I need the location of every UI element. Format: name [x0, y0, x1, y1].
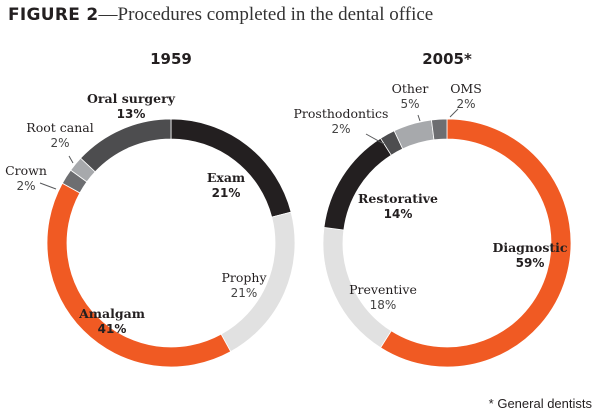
leader-line-oms	[449, 108, 459, 118]
slice-label-oms: OMS	[450, 81, 482, 96]
slice-restorative	[323, 137, 392, 231]
leader-line-crown	[39, 182, 57, 190]
slice-value-root-canal: 2%	[50, 136, 69, 150]
footnote: * General dentists	[488, 396, 592, 411]
leader-line-prosthodontics	[365, 133, 385, 145]
slice-value-restorative: 14%	[384, 207, 413, 221]
slice-label-oral-surgery: Oral surgery	[87, 91, 176, 106]
slice-value-prosthodontics: 2%	[331, 122, 350, 136]
slice-value-other: 5%	[400, 97, 419, 111]
slice-label-root-canal: Root canal	[26, 120, 93, 135]
leader-line-other	[417, 114, 421, 122]
slice-amalgam	[46, 182, 232, 368]
figure-number: FIGURE 2	[8, 5, 99, 25]
slice-diagnostic	[380, 118, 572, 368]
chart-year-title: 1959	[150, 50, 192, 68]
slice-label-prosthodontics: Prosthodontics	[294, 106, 389, 121]
leader-line-root-canal	[68, 155, 74, 164]
slice-label-preventive: Preventive	[349, 282, 417, 297]
slice-value-preventive: 18%	[370, 298, 397, 312]
slice-oms	[431, 118, 448, 141]
slice-value-diagnostic: 59%	[516, 256, 545, 270]
slice-oral-surgery	[80, 118, 172, 173]
slice-label-crown: Crown	[5, 163, 47, 178]
slice-value-exam: 21%	[212, 186, 241, 200]
slice-label-other: Other	[392, 81, 429, 96]
slice-label-prophy: Prophy	[221, 270, 267, 285]
slice-value-oral-surgery: 13%	[117, 107, 146, 121]
donut-chart-1959: 1959Exam21%Prophy21%Amalgam41%Crown2%Roo…	[5, 50, 296, 368]
slice-value-prophy: 21%	[231, 286, 258, 300]
figure-title: FIGURE 2—Procedures completed in the den…	[8, 4, 433, 26]
slice-label-restorative: Restorative	[358, 191, 438, 206]
slice-value-oms: 2%	[456, 97, 475, 111]
chart-year-title: 2005*	[422, 50, 472, 68]
slice-value-crown: 2%	[16, 179, 35, 193]
slice-label-exam: Exam	[207, 170, 245, 185]
slice-label-amalgam: Amalgam	[78, 306, 145, 321]
slice-exam	[170, 118, 292, 218]
slice-label-diagnostic: Diagnostic	[492, 240, 567, 255]
figure-caption: —Procedures completed in the dental offi…	[98, 4, 434, 25]
slice-value-amalgam: 41%	[98, 322, 127, 336]
